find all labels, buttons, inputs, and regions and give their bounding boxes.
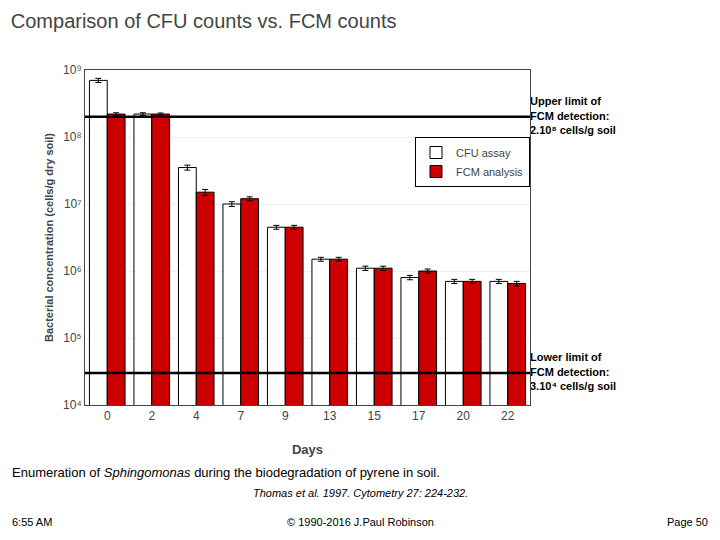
svg-text:6:55 AM: 6:55 AM [12,516,52,528]
svg-text:Bacterial concentration (cells: Bacterial concentration (cells/g dry soi… [43,133,55,342]
svg-text:13: 13 [323,409,337,423]
svg-text:10⁷: 10⁷ [64,197,82,211]
svg-text:Enumeration of Sphingomonas du: Enumeration of Sphingomonas during the b… [12,465,440,480]
svg-text:© 1990-2016 J.Paul Robinson: © 1990-2016 J.Paul Robinson [287,516,434,528]
svg-text:10⁹: 10⁹ [63,63,82,77]
svg-text:Days: Days [292,442,323,457]
svg-text:20: 20 [457,409,471,423]
svg-text:FCM analysis: FCM analysis [456,166,523,178]
svg-text:10⁸: 10⁸ [63,130,81,144]
svg-text:Lower limit ofFCM detection:3.: Lower limit ofFCM detection:3.10⁴ cells/… [530,351,616,392]
svg-text:4: 4 [193,409,200,423]
svg-text:Upper limit ofFCM detection:2.: Upper limit ofFCM detection:2.10⁸ cells/… [530,95,616,136]
svg-text:2: 2 [148,409,155,423]
svg-text:10⁶: 10⁶ [63,264,81,278]
svg-text:17: 17 [412,409,426,423]
svg-text:Page 50: Page 50 [667,516,708,528]
svg-text:7: 7 [237,409,244,423]
svg-text:0: 0 [104,409,111,423]
svg-text:Thomas et al. 1997. Cytometry: Thomas et al. 1997. Cytometry 27: 224-23… [253,487,468,499]
svg-text:22: 22 [501,409,515,423]
svg-text:Comparison of CFU counts vs. F: Comparison of CFU counts vs. FCM counts [11,10,397,32]
svg-text:15: 15 [368,409,382,423]
svg-text:10⁴: 10⁴ [63,398,82,412]
svg-text:10⁵: 10⁵ [63,331,81,345]
svg-text:9: 9 [282,409,289,423]
svg-text:CFU assay: CFU assay [456,147,511,159]
